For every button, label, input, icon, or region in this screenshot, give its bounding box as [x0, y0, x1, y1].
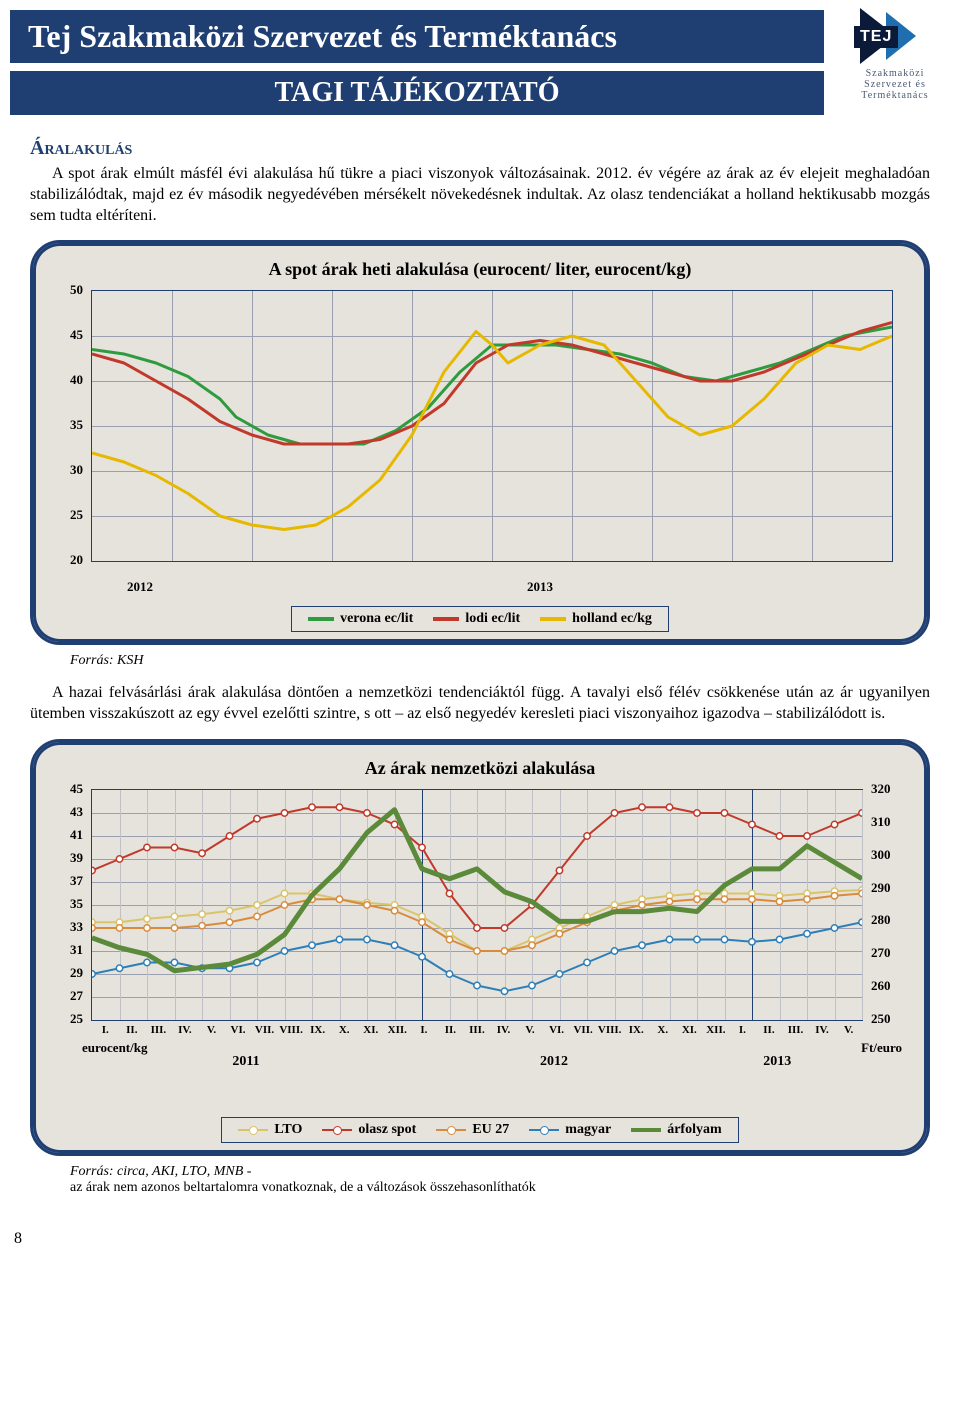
- y-tick: 45: [70, 327, 83, 343]
- logo-text: TEJ: [854, 26, 898, 48]
- x-year-label: 2013: [763, 1054, 791, 1070]
- x-month: VII.: [251, 1024, 278, 1036]
- org-title: Tej Szakmaközi Szervezet és Terméktanács: [28, 18, 617, 54]
- x-month: III.: [145, 1024, 172, 1036]
- y-tick: 25: [70, 1011, 83, 1027]
- y-tick: 35: [70, 417, 83, 433]
- x-month: IX.: [304, 1024, 331, 1036]
- x-month: IV.: [172, 1024, 199, 1036]
- x-month: IV.: [809, 1024, 836, 1036]
- x-month: II.: [756, 1024, 783, 1036]
- chart2-source: Forrás: circa, AKI, LTO, MNB -: [70, 1164, 930, 1180]
- chart-intl-prices: Az árak nemzetközi alakulása 25 27 29 31 33 3…: [30, 739, 930, 1156]
- y-tick: 40: [70, 372, 83, 388]
- x-month: IX.: [623, 1024, 650, 1036]
- y2-tick: 250: [871, 1011, 891, 1027]
- logo: TEJ Szakmaközi Szervezet és Terméktanács: [840, 8, 950, 101]
- x-month: XII.: [703, 1024, 730, 1036]
- x-year-label: 2011: [232, 1054, 259, 1070]
- x-month: VI.: [543, 1024, 570, 1036]
- x-month: V.: [198, 1024, 225, 1036]
- chart2-legend: LTO olasz spot EU 27 magyar árfolyam: [221, 1117, 738, 1143]
- chart2-title: Az árak nemzetközi alakulása: [53, 758, 907, 779]
- section-title: Áralakulás: [30, 137, 930, 160]
- legend-item: verona ec/lit: [308, 611, 413, 627]
- logo-line: Szervezet és: [840, 79, 950, 90]
- y2-tick: 270: [871, 945, 891, 961]
- y2-tick: 260: [871, 978, 891, 994]
- legend-item: holland ec/kg: [540, 611, 652, 627]
- x-month: V.: [517, 1024, 544, 1036]
- x-month: III.: [782, 1024, 809, 1036]
- y2-axis-unit: Ft/euro: [861, 1040, 902, 1056]
- org-title-band: Tej Szakmaközi Szervezet és Terméktanács: [10, 8, 824, 65]
- y2-tick: 300: [871, 847, 891, 863]
- y2-tick: 280: [871, 912, 891, 928]
- y-tick: 31: [70, 942, 83, 958]
- y-tick: 30: [70, 462, 83, 478]
- x-month: II.: [119, 1024, 146, 1036]
- x-month: XII.: [384, 1024, 411, 1036]
- x-year-label: 2013: [527, 579, 553, 595]
- y2-tick: 310: [871, 814, 891, 830]
- y-tick: 20: [70, 552, 83, 568]
- page-header: Tej Szakmaközi Szervezet és Terméktanács…: [0, 0, 960, 117]
- legend-item: LTO: [238, 1122, 302, 1138]
- x-month: X.: [649, 1024, 676, 1036]
- x-month: VII.: [570, 1024, 597, 1036]
- y-tick: 29: [70, 965, 83, 981]
- legend-item: lodi ec/lit: [433, 611, 520, 627]
- x-month: I.: [411, 1024, 438, 1036]
- x-month: XI.: [676, 1024, 703, 1036]
- legend-item: olasz spot: [322, 1122, 416, 1138]
- chart1-plot: 20253035404550 20122013: [53, 284, 907, 584]
- x-year-label: 2012: [540, 1054, 568, 1070]
- y-tick: 41: [70, 827, 83, 843]
- y2-tick: 290: [871, 880, 891, 896]
- legend-item: magyar: [529, 1122, 611, 1138]
- chart1-legend: verona ec/lit lodi ec/lit holland ec/kg: [291, 606, 669, 632]
- intro-paragraph: A spot árak elmúlt másfél évi alakulása …: [30, 164, 930, 226]
- x-month: VIII.: [278, 1024, 305, 1036]
- doc-subtitle: TAGI TÁJÉKOZTATÓ: [10, 69, 824, 117]
- y-tick: 37: [70, 873, 83, 889]
- page-number: 8: [14, 1230, 22, 1248]
- x-month: X.: [331, 1024, 358, 1036]
- chart2-plot: 25 27 29 31 33 35 37 39 41 43 45 250 260 270 280 290 30…: [53, 783, 907, 1073]
- x-month: I.: [729, 1024, 756, 1036]
- chart1-title: A spot árak heti alakulása (eurocent/ li…: [53, 259, 907, 280]
- logo-line: Szakmaközi: [840, 68, 950, 79]
- chart1-source: Forrás: KSH: [70, 653, 930, 669]
- x-year-label: 2012: [127, 579, 153, 595]
- logo-line: Terméktanács: [840, 90, 950, 101]
- y-tick: 43: [70, 804, 83, 820]
- legend-item: EU 27: [436, 1122, 509, 1138]
- y-tick: 25: [70, 507, 83, 523]
- mid-paragraph: A hazai felvásárlási árak alakulása dönt…: [30, 683, 930, 725]
- x-month: IV.: [490, 1024, 517, 1036]
- y-tick: 45: [70, 781, 83, 797]
- chart2-source-note: az árak nem azonos beltartalomra vonatko…: [70, 1180, 930, 1196]
- y-tick: 27: [70, 988, 83, 1004]
- x-month: II.: [437, 1024, 464, 1036]
- y-tick: 35: [70, 896, 83, 912]
- chart-spot-prices: A spot árak heti alakulása (eurocent/ li…: [30, 240, 930, 645]
- y2-tick: 320: [871, 781, 891, 797]
- x-month: XI.: [357, 1024, 384, 1036]
- x-month: VI.: [225, 1024, 252, 1036]
- x-month: III.: [464, 1024, 491, 1036]
- legend-item: árfolyam: [631, 1122, 721, 1138]
- x-month: I.: [92, 1024, 119, 1036]
- x-month: V.: [835, 1024, 862, 1036]
- x-month: VIII.: [596, 1024, 623, 1036]
- y-axis-unit: eurocent/kg: [82, 1040, 147, 1056]
- y-tick: 33: [70, 919, 83, 935]
- y-tick: 39: [70, 850, 83, 866]
- y-tick: 50: [70, 282, 83, 298]
